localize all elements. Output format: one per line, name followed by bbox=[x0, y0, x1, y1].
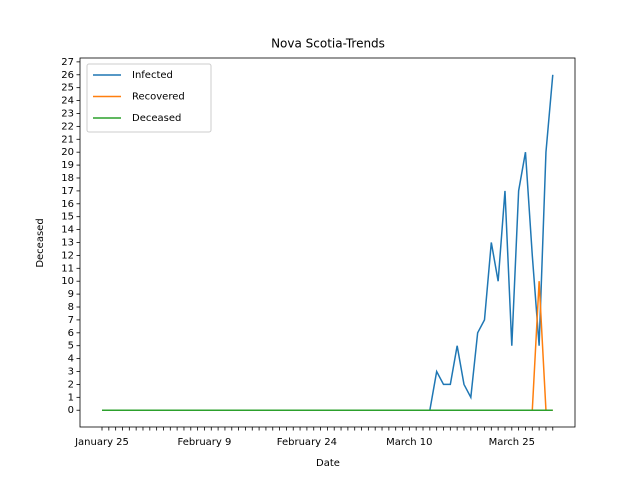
legend-box bbox=[86, 63, 212, 133]
x-tick-label: February 9 bbox=[178, 437, 232, 448]
y-tick-label: 18 bbox=[61, 173, 74, 184]
x-tick-label: March 10 bbox=[386, 437, 432, 448]
y-tick-label: 11 bbox=[61, 263, 74, 274]
y-tick-label: 7 bbox=[68, 315, 74, 326]
y-tick-label: 16 bbox=[61, 199, 74, 210]
x-tick-label: March 25 bbox=[489, 437, 535, 448]
y-tick-label: 2 bbox=[68, 379, 74, 390]
y-tick-label: 23 bbox=[61, 108, 74, 119]
y-tick-label: 8 bbox=[68, 302, 74, 313]
y-tick-label: 13 bbox=[61, 238, 74, 249]
y-tick-label: 20 bbox=[61, 147, 74, 158]
y-tick-label: 6 bbox=[68, 328, 74, 339]
y-tick-label: 24 bbox=[61, 96, 74, 107]
y-tick-label: 9 bbox=[68, 289, 74, 300]
y-tick-label: 27 bbox=[61, 57, 74, 68]
x-tick-label: February 24 bbox=[277, 437, 337, 448]
y-tick-label: 0 bbox=[68, 405, 74, 416]
y-tick-label: 26 bbox=[61, 70, 74, 81]
chart-title: Nova Scotia-Trends bbox=[271, 37, 385, 51]
y-tick-label: 25 bbox=[61, 83, 74, 94]
y-tick-label: 10 bbox=[61, 276, 74, 287]
y-tick-label: 4 bbox=[68, 354, 74, 365]
y-axis-label: Deceased bbox=[35, 218, 46, 267]
y-tick-label: 14 bbox=[61, 225, 74, 236]
legend: Infected Recovered Deceased bbox=[86, 63, 212, 133]
y-tick-label: 1 bbox=[68, 392, 74, 403]
y-tick-label: 17 bbox=[61, 186, 74, 197]
y-tick-label: 12 bbox=[61, 250, 74, 261]
x-tick-label: January 25 bbox=[74, 437, 129, 448]
legend-label: Deceased bbox=[132, 113, 181, 124]
y-tick-label: 15 bbox=[61, 212, 74, 223]
y-tick-label: 19 bbox=[61, 160, 74, 171]
y-tick-label: 3 bbox=[68, 367, 74, 378]
legend-label: Recovered bbox=[132, 92, 185, 103]
y-tick-label: 22 bbox=[61, 121, 74, 132]
plot-frame bbox=[79, 57, 576, 428]
y-tick-label: 5 bbox=[68, 341, 74, 352]
legend-label: Infected bbox=[132, 70, 173, 81]
x-axis-label: Date bbox=[316, 458, 340, 469]
y-tick-label: 21 bbox=[61, 134, 74, 145]
